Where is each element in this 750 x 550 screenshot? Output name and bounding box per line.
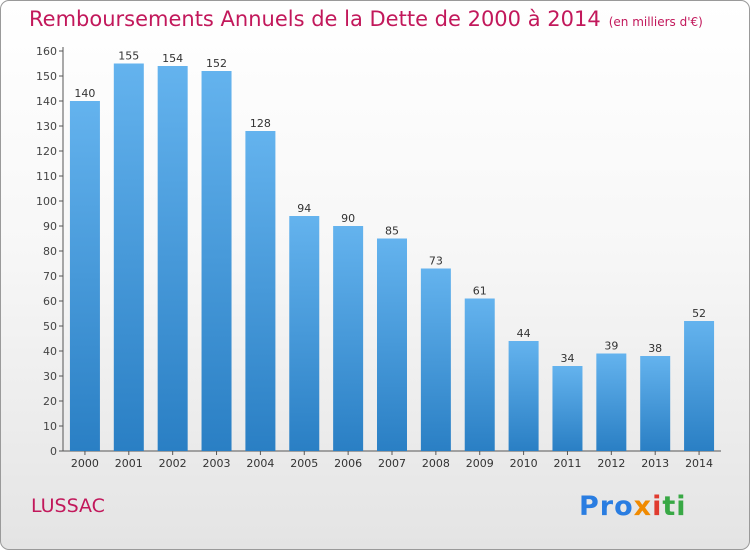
y-tick-label: 160 bbox=[36, 45, 57, 58]
y-tick-label: 30 bbox=[43, 370, 57, 383]
bar-2008 bbox=[420, 268, 451, 451]
x-tick-label-2008: 2008 bbox=[422, 457, 450, 470]
data-label-2000: 140 bbox=[74, 87, 95, 100]
bar-2006 bbox=[333, 226, 364, 451]
bar-2010 bbox=[508, 341, 539, 451]
bar-2012 bbox=[596, 353, 627, 451]
bars: 140 155 154 152 128 94 90 85 73 61 44 34 39 38 52 bbox=[69, 50, 715, 451]
y-tick-label: 140 bbox=[36, 95, 57, 108]
x-tick-label-2010: 2010 bbox=[510, 457, 538, 470]
data-label-2009: 61 bbox=[473, 285, 487, 298]
x-tick-label-2009: 2009 bbox=[466, 457, 494, 470]
chart-title-text: Remboursements Annuels de la Dette de 20… bbox=[29, 7, 601, 31]
bar-2007 bbox=[377, 238, 407, 451]
bar-2013 bbox=[640, 356, 671, 451]
y-axis: 0 10 20 30 40 50 60 70 80 90 100 110 120 130 140 150 160 bbox=[36, 45, 64, 458]
y-tick-label: 0 bbox=[50, 445, 57, 458]
logo-part-3: i bbox=[652, 491, 663, 522]
data-label-2007: 85 bbox=[385, 225, 399, 238]
data-label-2001: 155 bbox=[118, 50, 139, 63]
data-label-2014: 52 bbox=[692, 307, 706, 320]
data-label-2008: 73 bbox=[429, 255, 443, 268]
data-label-2006: 90 bbox=[341, 212, 355, 225]
y-tick-label: 90 bbox=[43, 220, 57, 233]
y-tick-label: 100 bbox=[36, 195, 57, 208]
proxiti-logo: Proxiti bbox=[579, 491, 687, 522]
y-tick-label: 10 bbox=[43, 420, 57, 433]
data-label-2013: 38 bbox=[648, 342, 662, 355]
x-tick-label-2011: 2011 bbox=[553, 457, 581, 470]
x-tick-label-2003: 2003 bbox=[203, 457, 231, 470]
x-tick-label-2012: 2012 bbox=[597, 457, 625, 470]
bar-2009 bbox=[464, 298, 495, 451]
y-tick-label: 120 bbox=[36, 145, 57, 158]
x-tick-label-2007: 2007 bbox=[378, 457, 406, 470]
y-tick-label: 20 bbox=[43, 395, 57, 408]
logo-part-2: x bbox=[633, 491, 653, 522]
data-label-2004: 128 bbox=[250, 117, 271, 130]
bar-2004 bbox=[245, 131, 276, 451]
data-label-2003: 152 bbox=[206, 57, 227, 70]
x-tick-label-2004: 2004 bbox=[246, 457, 274, 470]
y-tick-label: 80 bbox=[43, 245, 57, 258]
y-tick-label: 60 bbox=[43, 295, 57, 308]
x-tick-label-2005: 2005 bbox=[290, 457, 318, 470]
data-label-2012: 39 bbox=[604, 340, 618, 353]
x-tick-label-2013: 2013 bbox=[641, 457, 669, 470]
data-label-2002: 154 bbox=[162, 52, 183, 65]
x-tick-label-2002: 2002 bbox=[159, 457, 187, 470]
x-tick-label-2001: 2001 bbox=[115, 457, 143, 470]
logo-part-4: ti bbox=[662, 491, 687, 522]
y-tick-label: 50 bbox=[43, 320, 57, 333]
bar-2001 bbox=[113, 63, 144, 451]
y-tick-label: 40 bbox=[43, 345, 57, 358]
bar-2005 bbox=[289, 216, 320, 451]
commune-name: LUSSAC bbox=[31, 495, 105, 517]
data-label-2005: 94 bbox=[297, 202, 311, 215]
bar-2002 bbox=[157, 66, 188, 451]
bar-2000 bbox=[69, 101, 100, 451]
chart-title-unit: (en milliers d'€) bbox=[608, 15, 703, 29]
y-tick-label: 110 bbox=[36, 170, 57, 183]
chart-title: Remboursements Annuels de la Dette de 20… bbox=[29, 7, 703, 31]
bar-2014 bbox=[684, 321, 715, 451]
x-tick-label-2000: 2000 bbox=[71, 457, 99, 470]
bar-2003 bbox=[201, 71, 232, 451]
x-tick-label-2014: 2014 bbox=[685, 457, 713, 470]
y-tick-label: 150 bbox=[36, 70, 57, 83]
logo-part-1: Pro bbox=[579, 491, 634, 522]
y-tick-label: 130 bbox=[36, 120, 57, 133]
bar-2011 bbox=[552, 366, 583, 451]
y-tick-label: 70 bbox=[43, 270, 57, 283]
x-axis: 2000 2001 2002 2003 2004 2005 2006 2007 2008 2009… bbox=[63, 450, 721, 470]
data-label-2011: 34 bbox=[560, 352, 574, 365]
x-tick-label-2006: 2006 bbox=[334, 457, 362, 470]
data-label-2010: 44 bbox=[517, 327, 531, 340]
